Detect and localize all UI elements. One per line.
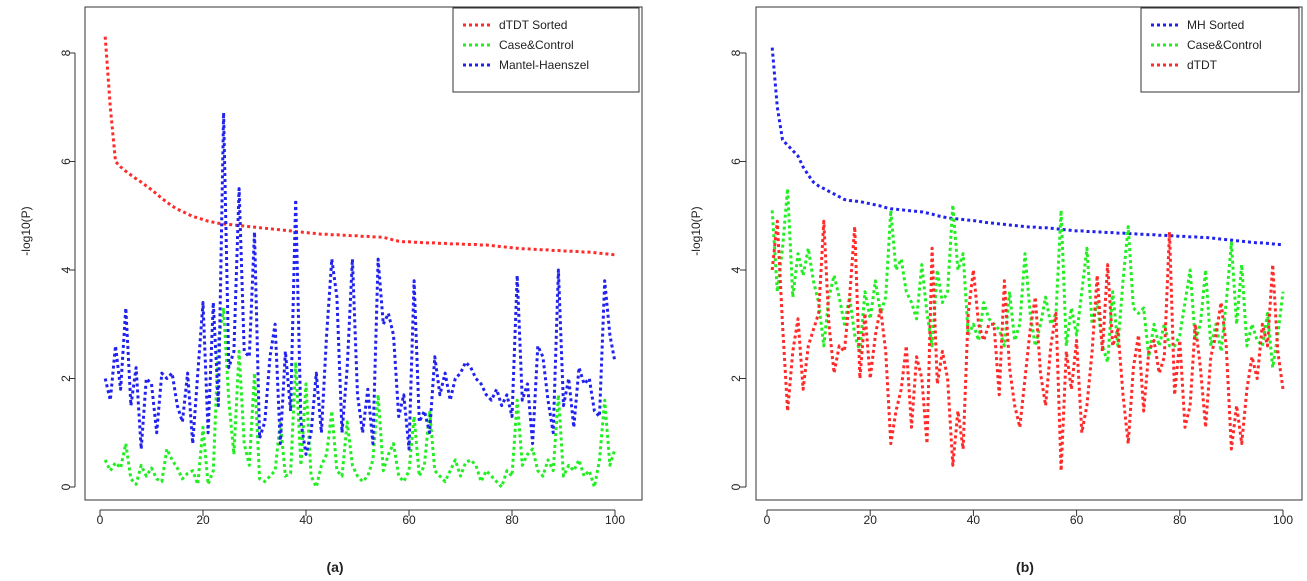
y-axis-title: -log10(P) [19, 206, 33, 255]
x-tick-label: 40 [299, 513, 313, 527]
x-tick-label: 60 [402, 513, 416, 527]
legend-label: dTDT [1187, 58, 1218, 72]
x-tick-label: 80 [1173, 513, 1187, 527]
series-line-dtdt [770, 219, 1285, 473]
y-axis-title: -log10(P) [689, 206, 703, 255]
y-tick-label: 6 [59, 158, 73, 165]
legend-label: Case&Control [1187, 38, 1262, 52]
legend-label: MH Sorted [1187, 18, 1244, 32]
x-tick-label: 20 [864, 513, 878, 527]
chart-panel-a: 0 20 40 60 80 100 0 2 4 6 8 -log10(P) dTDT Sorted Cas… [19, 6, 643, 575]
legend-box [1140, 7, 1300, 93]
series-line-dtdt-sorted [103, 36, 616, 257]
x-tick-label: 60 [1070, 513, 1084, 527]
y-tick-label: 2 [729, 375, 743, 382]
series-line-case-control [770, 187, 1285, 370]
legend: dTDT Sorted Case&Control Mantel-Haenszel [452, 7, 640, 93]
x-tick-label: 0 [97, 513, 104, 527]
plot-frame [84, 6, 643, 501]
chart-panel-b: 0 20 40 60 80 100 0 2 4 6 8 -log10(P) MH Sorted Case&… [689, 6, 1303, 575]
plot-frame [755, 6, 1303, 501]
panel-caption: (a) [326, 559, 343, 575]
y-tick-label: 4 [59, 266, 73, 273]
x-tick-label: 80 [505, 513, 519, 527]
y-tick-label: 0 [59, 483, 73, 490]
legend-label: Case&Control [499, 38, 574, 52]
series-line-case-control [103, 306, 617, 489]
y-tick-label: 0 [729, 483, 743, 490]
series-line-mantel-haenszel [103, 111, 617, 456]
legend-box [452, 7, 640, 93]
legend-label: dTDT Sorted [499, 18, 567, 32]
x-tick-label: 40 [967, 513, 981, 527]
x-tick-label: 100 [1273, 513, 1293, 527]
x-tick-label: 20 [196, 513, 210, 527]
x-tick-label: 0 [764, 513, 771, 527]
series-line-mh-sorted [770, 47, 1283, 246]
panel-caption: (b) [1016, 559, 1034, 575]
y-tick-label: 6 [729, 158, 743, 165]
y-tick-label: 8 [59, 49, 73, 56]
y-tick-label: 2 [59, 375, 73, 382]
x-tick-label: 100 [605, 513, 625, 527]
y-tick-label: 4 [729, 266, 743, 273]
y-tick-label: 8 [729, 49, 743, 56]
legend: MH Sorted Case&Control dTDT [1140, 7, 1300, 93]
legend-label: Mantel-Haenszel [499, 58, 589, 72]
